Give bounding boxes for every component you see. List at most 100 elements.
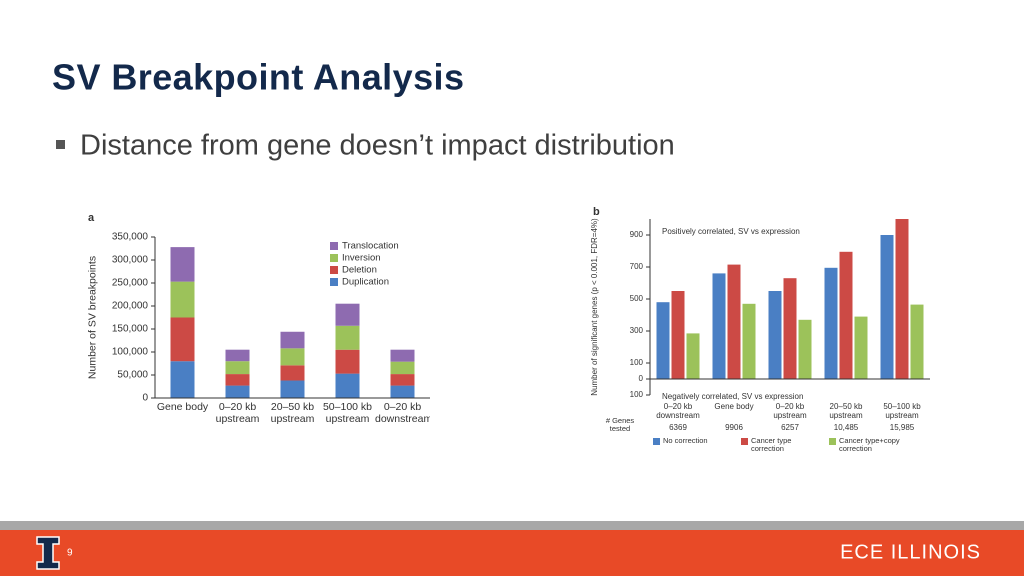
bar bbox=[824, 267, 838, 379]
legend-label: Cancer type correction bbox=[751, 437, 792, 454]
y-axis-label-box: Number of significant genes (p < 0.001, … bbox=[591, 218, 599, 396]
legend-swatch bbox=[741, 438, 748, 445]
bar-segment bbox=[225, 374, 250, 386]
bar-segment bbox=[335, 325, 360, 350]
legend-swatch bbox=[330, 266, 338, 274]
y-tick-label: 100 bbox=[630, 390, 644, 399]
x-tick-label: 20–50 kb upstream bbox=[270, 402, 315, 425]
x-tick-label: Gene body bbox=[156, 402, 209, 413]
bar-segment bbox=[335, 373, 360, 398]
genes-tested-label: # Genes tested bbox=[605, 417, 635, 434]
x-tick-label: 20–50 kb upstream bbox=[829, 403, 863, 420]
y-tick-label: 700 bbox=[630, 262, 644, 271]
bullet-text: Distance from gene doesn’t impact distri… bbox=[80, 130, 675, 162]
x-tick-label: 50–100 kb upstream bbox=[883, 403, 921, 420]
bar bbox=[880, 235, 894, 379]
bar bbox=[686, 333, 700, 379]
legend-label: Inversion bbox=[342, 253, 381, 264]
legend-label-box: Cancer type+copy correction bbox=[839, 437, 900, 454]
bar-segment bbox=[170, 361, 195, 398]
footer-bar bbox=[0, 530, 1024, 576]
genes-tested-box: 10,485 bbox=[833, 424, 859, 432]
bar-segment bbox=[390, 385, 415, 398]
y-tick-label: 350,000 bbox=[112, 232, 149, 243]
bar-segment bbox=[335, 303, 360, 326]
bar bbox=[895, 219, 909, 379]
bar bbox=[727, 264, 741, 379]
y-tick-label: 300 bbox=[630, 326, 644, 335]
bar-segment bbox=[170, 247, 195, 282]
y-tick-label: 150,000 bbox=[112, 324, 149, 335]
bar-segment bbox=[280, 365, 305, 381]
genes-tested-box: 15,985 bbox=[889, 424, 915, 432]
x-tick-label-box: 20–50 kb upstream bbox=[270, 402, 315, 425]
bar bbox=[839, 251, 853, 379]
y-tick-label: 300,000 bbox=[112, 255, 149, 266]
legend-label-box: No correction bbox=[663, 437, 708, 445]
y-axis-label: Number of SV breakpoints bbox=[86, 255, 98, 380]
bar-segment bbox=[390, 374, 415, 386]
legend-label: Cancer type+copy correction bbox=[839, 437, 900, 454]
legend-label: Deletion bbox=[342, 265, 377, 276]
x-tick-label-box: 50–100 kb upstream bbox=[883, 403, 921, 420]
legend-swatch bbox=[330, 242, 338, 250]
legend-swatch bbox=[330, 278, 338, 286]
genes-tested-label-box: # Genes tested bbox=[605, 417, 635, 434]
annotation: Positively correlated, SV vs expression bbox=[662, 227, 800, 236]
legend-label: Translocation bbox=[342, 241, 399, 252]
y-tick-label: 900 bbox=[630, 230, 644, 239]
bar bbox=[671, 291, 685, 379]
bar-segment bbox=[225, 349, 250, 362]
footer-brand: ECE ILLINOIS bbox=[840, 541, 981, 563]
annotation: Negatively correlated, SV vs expression bbox=[662, 392, 803, 401]
genes-tested: 15,985 bbox=[889, 424, 915, 432]
x-tick-label: 50–100 kb upstream bbox=[322, 402, 373, 425]
x-tick-label: 0–20 kb downstream bbox=[375, 402, 430, 425]
bar bbox=[768, 291, 782, 379]
genes-tested-box: 6257 bbox=[781, 424, 799, 432]
y-tick-label: 50,000 bbox=[117, 370, 148, 381]
bar-segment bbox=[390, 349, 415, 362]
bar-segment bbox=[280, 348, 305, 366]
legend-swatch bbox=[330, 254, 338, 262]
panel-letter: a bbox=[88, 212, 95, 224]
bar-segment bbox=[225, 385, 250, 398]
y-axis-label-box: Number of SV breakpoints bbox=[86, 255, 98, 380]
x-tick-label: 0–20 kb downstream bbox=[656, 403, 700, 420]
bar bbox=[910, 304, 924, 379]
y-tick-label: 0 bbox=[142, 393, 148, 404]
bar bbox=[712, 273, 726, 379]
genes-tested: 6369 bbox=[669, 424, 687, 432]
x-tick-label-box: 50–100 kb upstream bbox=[322, 402, 373, 425]
legend-swatch bbox=[829, 438, 836, 445]
bar-segment bbox=[225, 361, 250, 375]
bar-segment bbox=[170, 317, 195, 362]
bar-segment bbox=[390, 361, 415, 375]
y-tick-label: 250,000 bbox=[112, 278, 149, 289]
logo bbox=[36, 536, 60, 570]
x-tick-label: Gene body bbox=[714, 403, 754, 411]
bar-segment bbox=[335, 349, 360, 374]
legend-label: No correction bbox=[663, 437, 708, 445]
x-tick-label-box: 20–50 kb upstream bbox=[829, 403, 863, 420]
bar-segment bbox=[280, 380, 305, 398]
x-tick-label: 0–20 kb upstream bbox=[215, 402, 260, 425]
x-tick-label-box: 0–20 kb downstream bbox=[375, 402, 430, 425]
legend-label: Duplication bbox=[342, 277, 389, 288]
y-tick-label: 500 bbox=[630, 294, 644, 303]
x-tick-label-box: Gene body bbox=[156, 402, 209, 413]
footer-stripe bbox=[0, 521, 1024, 530]
x-tick-label-box: Gene body bbox=[714, 403, 754, 411]
genes-tested: 6257 bbox=[781, 424, 799, 432]
y-axis-label: Number of significant genes (p < 0.001, … bbox=[591, 218, 599, 396]
x-tick-label: 0–20 kb upstream bbox=[773, 403, 807, 420]
bar bbox=[656, 302, 670, 379]
slide-title: SV Breakpoint Analysis bbox=[52, 57, 464, 98]
y-tick-label: 100,000 bbox=[112, 347, 149, 358]
legend-swatch bbox=[653, 438, 660, 445]
y-tick-label: 0 bbox=[639, 374, 644, 383]
genes-tested-box: 6369 bbox=[669, 424, 687, 432]
genes-tested: 10,485 bbox=[833, 424, 859, 432]
x-tick-label-box: 0–20 kb downstream bbox=[656, 403, 700, 420]
